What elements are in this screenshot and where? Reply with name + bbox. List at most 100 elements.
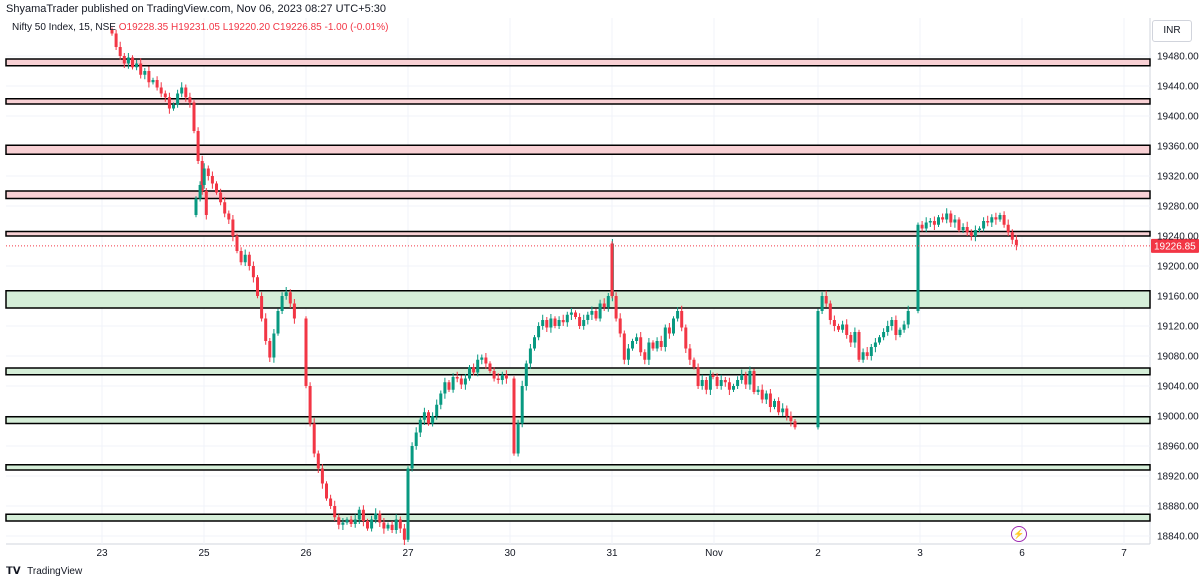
candle-body — [235, 236, 239, 251]
candle-body — [740, 374, 744, 380]
candle-body — [777, 401, 781, 413]
candle-body — [978, 228, 981, 230]
candle-body — [602, 303, 606, 308]
candle-body — [865, 352, 869, 356]
candle-body — [325, 483, 328, 499]
candle-body — [516, 423, 520, 454]
time-axis[interactable]: 23 25 26 27 30 31 Nov 2 3 6 7 — [96, 548, 1127, 559]
resistance-zone — [5, 98, 1151, 105]
candle-body — [447, 382, 451, 390]
candle-body — [284, 292, 288, 296]
resistance-zone — [5, 230, 1151, 237]
time-tick-label: 27 — [402, 548, 414, 559]
candle-body — [280, 296, 284, 311]
candle-body — [472, 367, 476, 373]
candle-body — [663, 327, 667, 347]
candle-body — [188, 97, 192, 103]
candle-body — [957, 219, 961, 230]
candle-body — [590, 311, 594, 315]
candle-body — [520, 386, 524, 424]
resistance-zone — [5, 58, 1151, 67]
candle-body — [459, 378, 463, 385]
price-tick-label: 18880.00 — [1157, 502, 1199, 513]
published-header: ShyamaTrader published on TradingView.co… — [0, 0, 1200, 18]
candle-body — [990, 217, 994, 223]
candle-body — [172, 104, 175, 109]
candle-body — [845, 324, 849, 335]
candle-body — [655, 341, 659, 349]
candle-body — [869, 347, 873, 356]
candle-body — [268, 341, 272, 358]
candle-body — [463, 378, 467, 385]
candle-body — [916, 224, 920, 311]
price-tick-label: 18960.00 — [1157, 442, 1199, 453]
candle-body — [582, 320, 586, 326]
candle-body — [366, 521, 369, 529]
candle-body — [210, 176, 214, 184]
candle-body — [180, 87, 184, 94]
candle-body — [961, 227, 965, 230]
price-tick-label: 19360.00 — [1157, 142, 1199, 153]
last-price-badge — [1151, 238, 1199, 253]
candle-body — [288, 292, 292, 304]
candle-body — [785, 408, 789, 416]
candle-body — [824, 296, 828, 304]
legend-symbol[interactable]: Nifty 50 Index, 15, NSE — [12, 22, 116, 33]
time-tick-label: 2 — [815, 548, 821, 559]
candle-body — [402, 528, 406, 540]
candle-body — [639, 337, 643, 353]
candle-body — [200, 161, 204, 191]
resistance-zone — [5, 144, 1151, 155]
candle-body — [184, 87, 188, 98]
candle-body — [431, 416, 435, 424]
candle-body — [816, 311, 820, 428]
price-tick-label: 18920.00 — [1157, 472, 1199, 483]
lightning-icon[interactable]: ⚡ — [1011, 526, 1027, 542]
support-zone — [5, 290, 1151, 309]
candle-body — [488, 363, 492, 371]
candle-body — [541, 320, 545, 326]
candle-body — [455, 377, 459, 379]
price-axis[interactable]: 18840.00 18880.00 18920.00 18960.00 19000.00… — [1157, 52, 1199, 543]
tradingview-logo-icon: 𝗧𝗩 — [6, 566, 21, 577]
candle-body — [308, 386, 312, 424]
candle-body — [192, 102, 196, 131]
candle-body — [1006, 224, 1010, 233]
candle-body — [647, 342, 651, 360]
candle-body — [390, 524, 394, 530]
candle-body — [841, 324, 845, 330]
last-price-line: 19226.85 — [6, 238, 1199, 253]
candle-body — [394, 519, 398, 530]
candle-body — [304, 318, 308, 386]
candle-body — [986, 221, 990, 223]
candle-body — [176, 93, 180, 105]
candle-body — [928, 221, 932, 223]
candle-body — [886, 326, 890, 332]
candle-body — [435, 404, 439, 416]
candle-body — [163, 93, 167, 98]
candle-body — [349, 519, 353, 524]
currency-button[interactable]: INR — [1152, 20, 1192, 42]
candle-body — [748, 371, 752, 385]
candle-body — [122, 56, 126, 64]
candle-body — [614, 296, 618, 319]
candle-body — [696, 367, 700, 386]
candle-body — [631, 341, 634, 349]
candle-body — [524, 363, 528, 386]
candle-body — [312, 423, 316, 454]
candle-body — [998, 215, 1002, 220]
candle-body — [635, 337, 639, 341]
candle-body — [941, 217, 945, 220]
price-tick-label: 19200.00 — [1157, 262, 1199, 273]
price-tick-label: 19120.00 — [1157, 322, 1199, 333]
candle-body — [484, 357, 488, 364]
legend-change: -1.00 (-0.01%) — [324, 22, 389, 33]
candle-body — [215, 183, 218, 193]
candle-body — [223, 202, 227, 214]
candle-body — [768, 393, 772, 407]
time-tick-label: 7 — [1121, 548, 1127, 559]
candle-body — [965, 227, 969, 233]
candle-body — [672, 318, 675, 334]
candle-body — [537, 326, 541, 338]
